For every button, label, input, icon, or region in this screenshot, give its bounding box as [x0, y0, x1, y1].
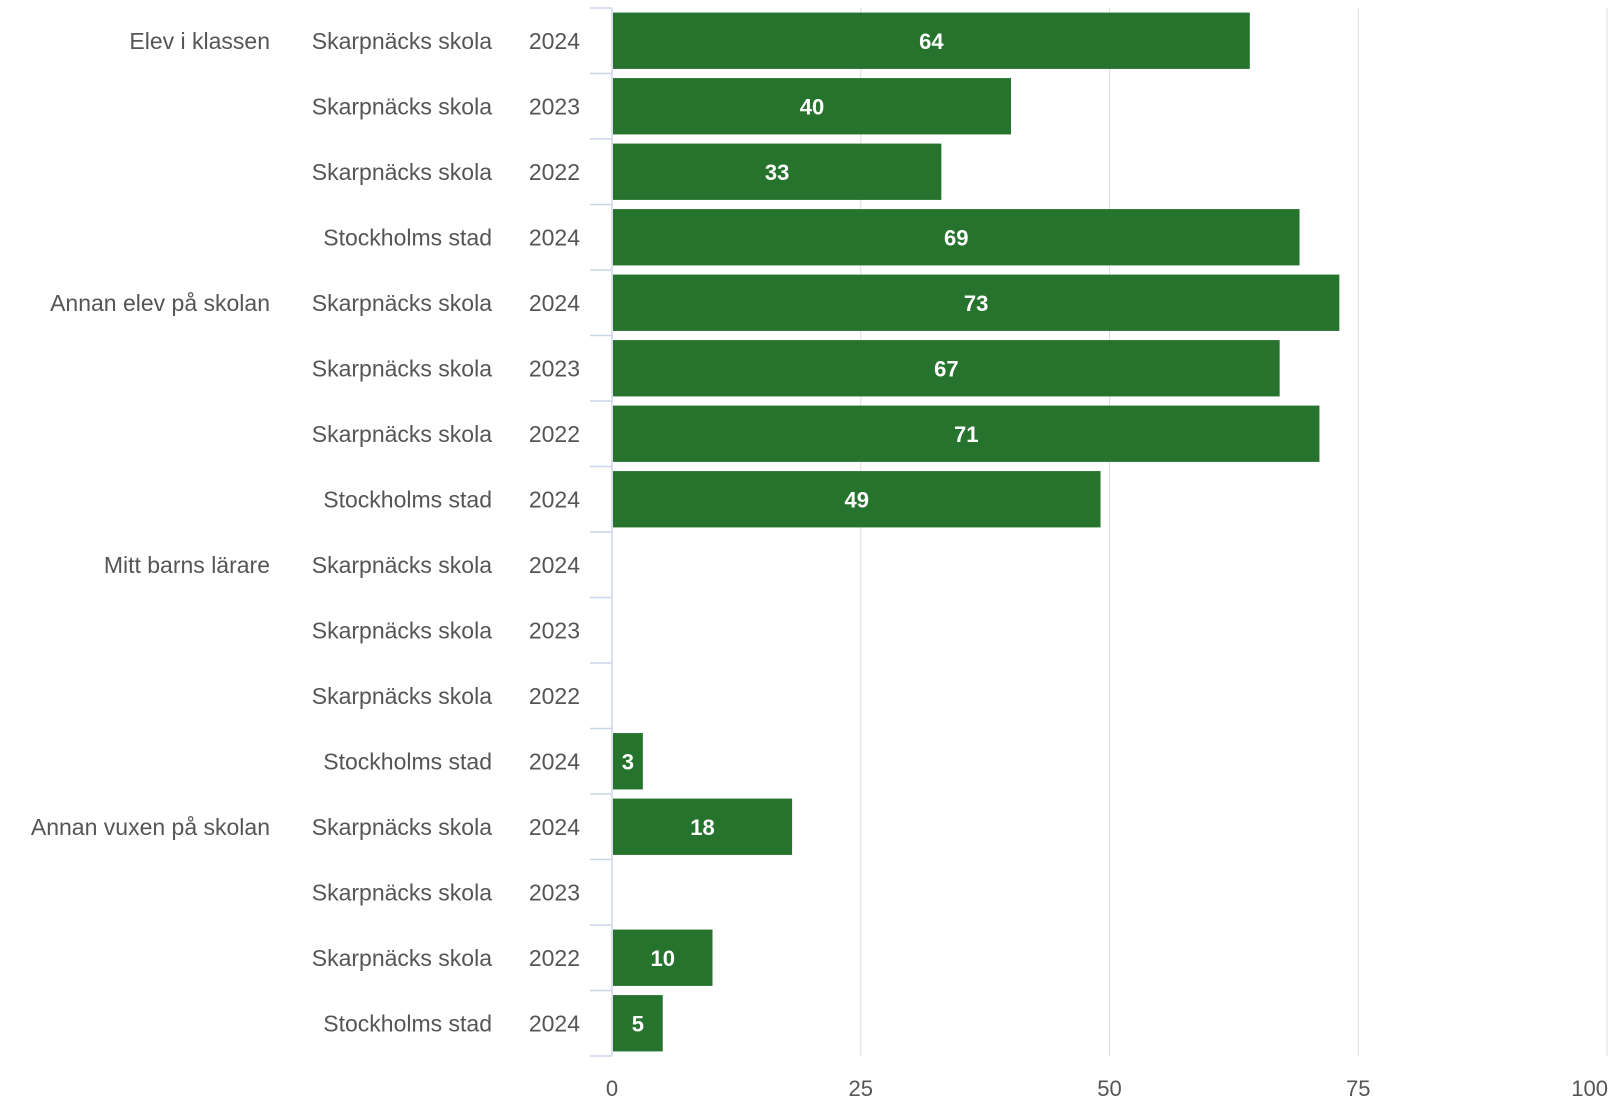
year-label: 2023: [529, 879, 580, 905]
group-label: Annan elev på skolan: [50, 290, 270, 316]
value-axis-ticks: 0 25 50 75 100: [606, 1076, 1608, 1100]
unit-label: Stockholms stad: [323, 1010, 492, 1036]
bar: [613, 929, 713, 986]
x-tick-label: 50: [1097, 1076, 1121, 1100]
bar: [613, 405, 1320, 462]
unit-label: Skarpnäcks skola: [312, 945, 492, 971]
unit-label: Stockholms stad: [323, 224, 492, 250]
year-label: 2022: [529, 683, 580, 709]
bar: [613, 798, 793, 855]
unit-label: Skarpnäcks skola: [312, 28, 492, 54]
group-label: Elev i klassen: [129, 28, 270, 54]
unit-label: Stockholms stad: [323, 748, 492, 774]
bar-value-label: 49: [845, 487, 869, 512]
x-tick-label: 25: [849, 1076, 873, 1100]
x-tick-label: 75: [1346, 1076, 1370, 1100]
year-label: 2022: [529, 159, 580, 185]
year-label: 2024: [529, 748, 580, 774]
unit-label: Skarpnäcks skola: [312, 617, 492, 643]
bar: [613, 209, 1300, 266]
bar-value-label: 69: [944, 225, 968, 250]
year-label: 2024: [529, 224, 580, 250]
bar-value-label: 67: [934, 356, 958, 381]
bar: [613, 995, 663, 1052]
year-label: 2022: [529, 421, 580, 447]
unit-label: Skarpnäcks skola: [312, 814, 492, 840]
unit-label: Skarpnäcks skola: [312, 159, 492, 185]
bar: [613, 78, 1011, 135]
bar-value-label: 18: [690, 815, 714, 840]
year-label: 2022: [529, 945, 580, 971]
unit-label: Skarpnäcks skola: [312, 355, 492, 381]
year-label: 2024: [529, 1010, 580, 1036]
bar: [613, 143, 942, 200]
group-label: Annan vuxen på skolan: [31, 814, 270, 840]
year-label: 2024: [529, 552, 580, 578]
bar: [613, 274, 1340, 331]
bar-value-label: 64: [919, 29, 944, 54]
unit-label: Skarpnäcks skola: [312, 93, 492, 119]
year-label: 2024: [529, 290, 580, 316]
bars: 64 40 33 69 73 67 71 49 3 18 10 5: [613, 12, 1340, 1052]
unit-label: Skarpnäcks skola: [312, 683, 492, 709]
bar-value-label: 73: [964, 291, 988, 316]
bar: [613, 12, 1250, 69]
x-tick-label: 0: [606, 1076, 618, 1100]
group-label: Mitt barns lärare: [104, 552, 270, 578]
category-labels: Elev i klassen Skarpnäcks skola 2024 Skarpn…: [31, 28, 580, 1037]
x-tick-label: 100: [1571, 1076, 1608, 1100]
year-label: 2023: [529, 355, 580, 381]
bar-value-label: 33: [765, 160, 789, 185]
bar-value-label: 71: [954, 422, 978, 447]
unit-label: Stockholms stad: [323, 486, 492, 512]
bar-value-label: 10: [651, 946, 675, 971]
unit-label: Skarpnäcks skola: [312, 552, 492, 578]
year-label: 2024: [529, 814, 580, 840]
year-label: 2023: [529, 617, 580, 643]
bar-value-label: 3: [622, 749, 634, 774]
unit-label: Skarpnäcks skola: [312, 290, 492, 316]
bar: [613, 733, 643, 790]
year-label: 2023: [529, 93, 580, 119]
year-label: 2024: [529, 28, 580, 54]
bar: [613, 340, 1280, 397]
year-label: 2024: [529, 486, 580, 512]
bar-value-label: 5: [632, 1011, 644, 1036]
bar: [613, 471, 1101, 528]
unit-label: Skarpnäcks skola: [312, 879, 492, 905]
unit-label: Skarpnäcks skola: [312, 421, 492, 447]
category-axis: [590, 7, 613, 1057]
bar-value-label: 40: [800, 94, 824, 119]
gridlines: [860, 8, 1608, 1056]
